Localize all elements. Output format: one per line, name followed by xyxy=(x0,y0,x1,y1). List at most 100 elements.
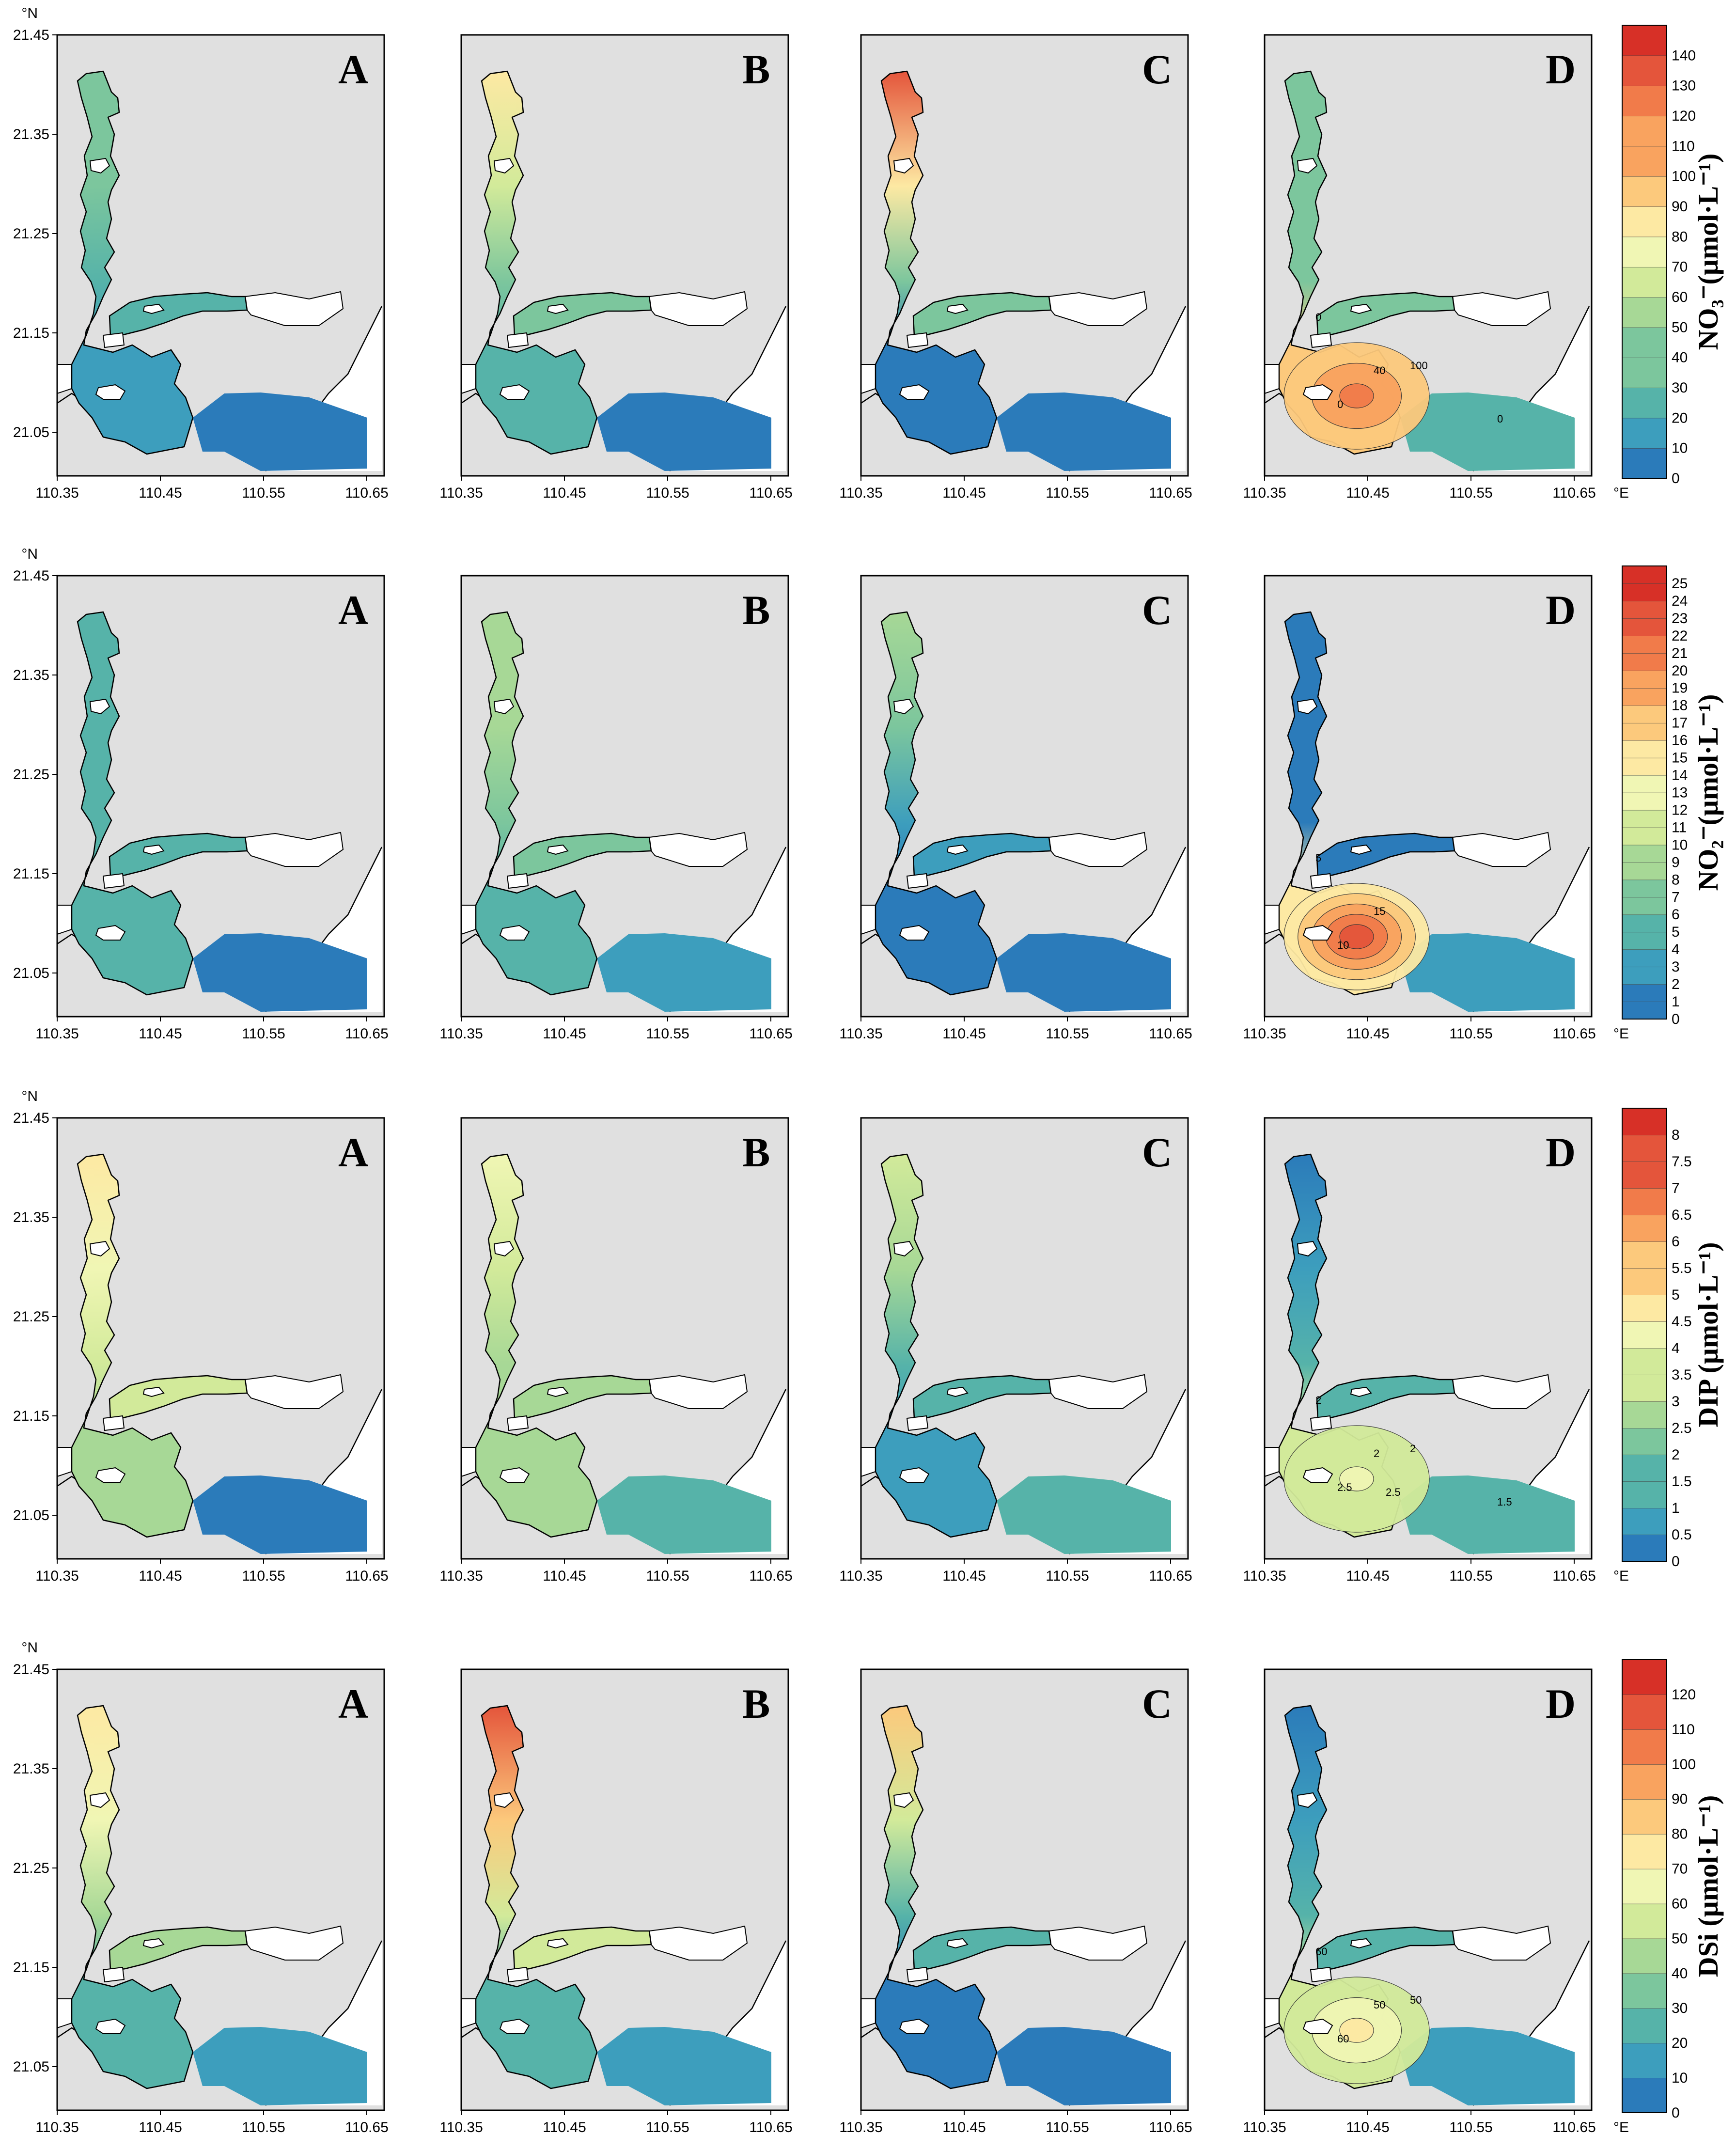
sea-region xyxy=(597,933,771,1012)
lon-tick-label: 110.35 xyxy=(839,1568,883,1584)
colorbar-swatch xyxy=(1622,635,1667,654)
panel-frame xyxy=(860,34,1189,477)
unsampled-water xyxy=(244,1925,344,1961)
lon-unit: °E xyxy=(1613,485,1629,501)
colorbar-swatch xyxy=(1622,827,1667,846)
colorbar-frame xyxy=(1622,565,1667,1020)
map-row-dip: A 110.35 110.45 110.55 110.65 21.45 21.35 21.25… xyxy=(13,1088,1629,1584)
unsampled-water xyxy=(244,1374,344,1409)
colorbar-swatch xyxy=(1622,1214,1667,1242)
island xyxy=(1297,157,1318,174)
contour-label: 2 xyxy=(1410,1443,1416,1455)
unsampled-water xyxy=(860,1998,876,2029)
lon-tick-label: 110.45 xyxy=(139,1026,182,1042)
panel-letter: D xyxy=(1546,587,1576,633)
lon-tick-label: 110.65 xyxy=(1552,1568,1596,1584)
colorbar-tick-label: 24 xyxy=(1672,593,1688,609)
lon-tick-label: 110.65 xyxy=(1149,1568,1192,1584)
contour-label: 60 xyxy=(1337,2033,1349,2045)
island xyxy=(893,1240,914,1257)
sea-region xyxy=(1400,933,1575,1012)
colorbar-tick-label: 10 xyxy=(1672,2070,1688,2086)
panel-letter: D xyxy=(1546,1680,1576,1727)
lon-tick-label: 110.45 xyxy=(1346,1568,1390,1584)
colorbar-tick-label: 90 xyxy=(1672,1791,1688,1807)
colorbar-swatch xyxy=(1622,1903,1667,1939)
lon-tick-label: 110.55 xyxy=(242,1026,285,1042)
colorbar-tick-label: 21 xyxy=(1672,645,1688,661)
panel-letter: A xyxy=(338,1129,368,1176)
contour-label: 2 xyxy=(1374,1447,1379,1459)
colorbar-swatch xyxy=(1622,914,1667,933)
colorbar-tick-label: 70 xyxy=(1672,259,1688,275)
unsampled-water xyxy=(1452,1925,1551,1961)
colorbar-swatch xyxy=(1622,792,1667,811)
island xyxy=(1297,1240,1318,1257)
unsampled-water xyxy=(461,1447,476,1477)
contour-label: 40 xyxy=(1374,364,1385,377)
colorbar-tick-label: 50 xyxy=(1672,1930,1688,1946)
panel-frame xyxy=(1264,1668,1593,2111)
island xyxy=(1302,1467,1333,1483)
estuary-branch xyxy=(109,1375,248,1420)
colorbar-swatch xyxy=(1622,1241,1667,1269)
colorbar-tick-label: 1 xyxy=(1672,994,1680,1010)
colorbar-tick-label: 0 xyxy=(1672,1011,1680,1027)
island xyxy=(1297,1792,1318,1808)
lat-tick-label: 21.15 xyxy=(13,1960,49,1976)
lat-tick-label: 21.25 xyxy=(13,767,49,783)
island xyxy=(1310,1415,1332,1431)
island xyxy=(1310,332,1332,348)
colorbar-tick-label: 1.5 xyxy=(1672,1474,1692,1490)
colorbar-swatch xyxy=(1622,236,1667,267)
colorbar-swatch xyxy=(1622,688,1667,706)
colorbar-swatch xyxy=(1622,115,1667,147)
colorbar-tick-label: 120 xyxy=(1672,108,1696,124)
colorbar-tick-label: 50 xyxy=(1672,319,1688,335)
colorbar-swatch xyxy=(1622,949,1667,968)
map-panel: D 110.35 110.45 110.55 110.65 °E 5 10 15 xyxy=(1243,575,1629,1042)
lon-tick-label: 110.35 xyxy=(839,485,883,501)
island xyxy=(95,925,126,941)
panel-letter: C xyxy=(1142,587,1172,633)
panel-frame xyxy=(56,34,385,477)
estuary-branch xyxy=(109,832,248,878)
panel-letter: A xyxy=(338,46,368,93)
estuary-branch xyxy=(912,832,1052,878)
lon-tick-label: 110.65 xyxy=(1552,1026,1596,1042)
island xyxy=(1310,1966,1332,1983)
lat-tick-label: 21.15 xyxy=(13,325,49,341)
colorbar-swatch xyxy=(1622,931,1667,950)
colorbar-swatch xyxy=(1622,966,1667,985)
lon-tick-label: 110.45 xyxy=(543,1026,586,1042)
panel-frame xyxy=(460,1668,789,2111)
lon-unit: °E xyxy=(1613,1568,1629,1584)
lat-unit: °N xyxy=(21,546,38,562)
colorbar-swatch xyxy=(1622,327,1667,358)
lon-tick-label: 110.65 xyxy=(749,2119,793,2135)
lon-tick-label: 110.55 xyxy=(242,1568,285,1584)
contour-label: 2.5 xyxy=(1337,1481,1352,1493)
lat-unit: °N xyxy=(21,1640,38,1656)
colorbar-tick-label: 0.5 xyxy=(1672,1527,1692,1543)
lon-tick-label: 110.35 xyxy=(1243,1026,1286,1042)
panel-letter: A xyxy=(338,1680,368,1727)
colorbar-swatch xyxy=(1622,297,1667,328)
lon-tick-label: 110.55 xyxy=(242,2119,285,2135)
panel-frame xyxy=(460,575,789,1018)
island xyxy=(899,2018,930,2034)
island xyxy=(493,1792,515,1808)
colorbar-tick-label: 130 xyxy=(1672,78,1696,94)
lon-tick-label: 110.55 xyxy=(1046,1568,1089,1584)
lat-tick-label: 21.35 xyxy=(13,1761,49,1777)
lon-tick-label: 110.45 xyxy=(1346,2119,1390,2135)
lon-tick-label: 110.45 xyxy=(543,1568,586,1584)
lat-tick-label: 21.05 xyxy=(13,965,49,981)
colorbar-tick-label: 10 xyxy=(1672,837,1688,853)
map-panel: C 110.35 110.45 110.55 110.65 xyxy=(839,34,1192,501)
unsampled-water xyxy=(244,832,344,867)
colorbar-tick-label: 17 xyxy=(1672,715,1688,731)
island xyxy=(499,384,530,400)
lon-tick-label: 110.45 xyxy=(942,485,986,501)
